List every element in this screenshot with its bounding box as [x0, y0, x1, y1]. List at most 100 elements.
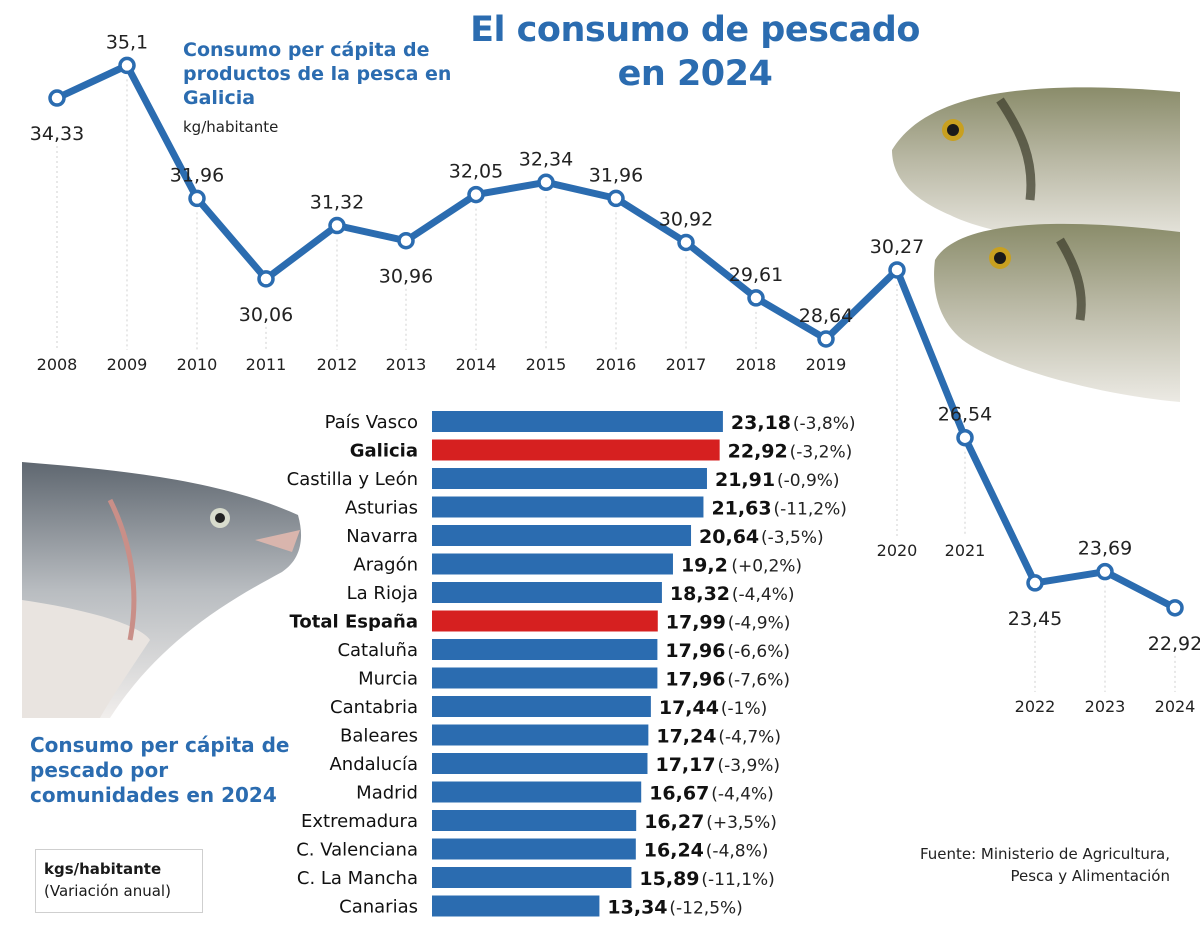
bar [432, 895, 600, 917]
variation-label: (-0,9%) [777, 471, 840, 491]
variation-label: (+3,5%) [706, 813, 777, 833]
category-label: Extremadura [301, 811, 418, 832]
variation-label: (+0,2%) [731, 557, 802, 577]
x-tick-label: 2013 [386, 355, 427, 374]
data-label: 34,33 [30, 123, 84, 145]
bar [432, 696, 651, 717]
variation-label: (-12,5%) [669, 899, 742, 919]
variation-label: (-3,2%) [790, 443, 853, 463]
variation-label: (-7,6%) [727, 671, 790, 691]
bar [432, 411, 723, 432]
category-label: Madrid [356, 783, 418, 804]
variation-label: (-11,2%) [773, 500, 846, 520]
data-point [397, 231, 415, 250]
variation-label: (-6,6%) [727, 642, 790, 662]
value-label: 23,18 [731, 412, 791, 434]
x-tick-label: 2010 [177, 355, 218, 374]
value-label: 17,99 [666, 612, 726, 634]
variation-label: (-3,5%) [761, 528, 824, 548]
data-point [1026, 574, 1044, 592]
bar [432, 496, 704, 518]
value-label: 17,96 [665, 669, 725, 691]
value-label: 17,44 [659, 697, 719, 719]
bar-chart: País Vasco 23,18 (-3,8%) Galicia 22,92 (-3,2%… [287, 411, 856, 919]
value-label: 20,64 [699, 526, 759, 548]
data-point [677, 233, 695, 252]
main-title: El consumo de pescado en 2024 [470, 10, 920, 94]
value-label: 17,24 [656, 726, 716, 748]
value-label: 16,27 [644, 811, 704, 833]
variation-label: (-4,9%) [728, 614, 791, 634]
bar [432, 525, 692, 546]
data-point [257, 270, 275, 288]
category-label: Andalucía [329, 754, 418, 775]
value-label: 19,2 [681, 555, 728, 577]
data-point [118, 56, 136, 75]
salmon-head-image [22, 462, 302, 718]
data-label: 30,27 [870, 236, 924, 258]
data-label: 30,92 [659, 208, 713, 230]
data-point [1096, 562, 1114, 581]
data-point [888, 261, 906, 279]
data-point [48, 89, 66, 107]
data-label: 28,64 [799, 305, 853, 327]
data-point [1166, 599, 1184, 617]
variation-label: (-4,7%) [718, 728, 781, 748]
value-label: 21,63 [711, 498, 771, 520]
data-label: 30,96 [379, 266, 433, 288]
category-label: Murcia [358, 669, 418, 690]
value-label: 16,67 [649, 783, 709, 805]
x-tick-label: 2014 [456, 355, 497, 374]
x-tick-label: 2008 [37, 355, 78, 374]
value-label: 16,24 [644, 840, 704, 862]
variation-label: (-4,4%) [711, 785, 774, 805]
line-chart-unit: kg/habitante [183, 118, 279, 136]
data-label: 23,69 [1078, 538, 1132, 560]
bar [432, 439, 720, 461]
category-label: Cantabria [330, 697, 418, 718]
bar [432, 810, 637, 831]
category-label: Galicia [350, 441, 418, 462]
bar [432, 639, 658, 660]
variation-label: (-4,4%) [732, 585, 795, 605]
value-label: 17,96 [665, 640, 725, 662]
variation-label: (-11,1%) [701, 870, 774, 890]
data-point [817, 330, 835, 348]
bar [432, 667, 658, 689]
bar [432, 753, 648, 774]
data-point [747, 289, 765, 307]
source-note: Fuente: Ministerio de Agricultura, Pesca… [919, 845, 1170, 885]
category-label: Total España [290, 612, 418, 633]
data-point [537, 173, 555, 192]
x-tick-label: 2024 [1155, 697, 1196, 716]
category-label: País Vasco [325, 412, 418, 433]
data-point [956, 428, 974, 447]
bar [432, 468, 707, 489]
category-label: C. Valenciana [296, 840, 418, 861]
data-label: 32,05 [449, 161, 503, 183]
value-label: 13,34 [607, 897, 667, 919]
bar [432, 610, 658, 632]
bar [432, 724, 649, 746]
bar [432, 781, 642, 803]
x-tick-label: 2016 [596, 355, 637, 374]
variation-label: (-1%) [721, 699, 767, 719]
x-tick-label: 2019 [806, 355, 847, 374]
x-tick-label: 2015 [526, 355, 567, 374]
line-chart: 2008 2009 2010 2011 2012 2013 2014 2015 2016 2017… [30, 31, 1200, 716]
bar [432, 553, 673, 575]
category-label: Cataluña [337, 640, 418, 661]
category-label: Baleares [340, 726, 418, 747]
category-label: La Rioja [347, 583, 418, 604]
data-label: 23,45 [1008, 608, 1062, 630]
x-tick-label: 2020 [877, 541, 918, 560]
data-point [607, 189, 625, 208]
x-tick-label: 2021 [945, 541, 986, 560]
x-tick-label: 2009 [107, 355, 148, 374]
line-chart-title: Consumo per cápita de productos de la pe… [183, 39, 452, 109]
value-label: 18,32 [670, 583, 730, 605]
data-point [467, 185, 485, 204]
variation-label: (-4,8%) [706, 842, 769, 862]
x-tick-label: 2018 [736, 355, 777, 374]
